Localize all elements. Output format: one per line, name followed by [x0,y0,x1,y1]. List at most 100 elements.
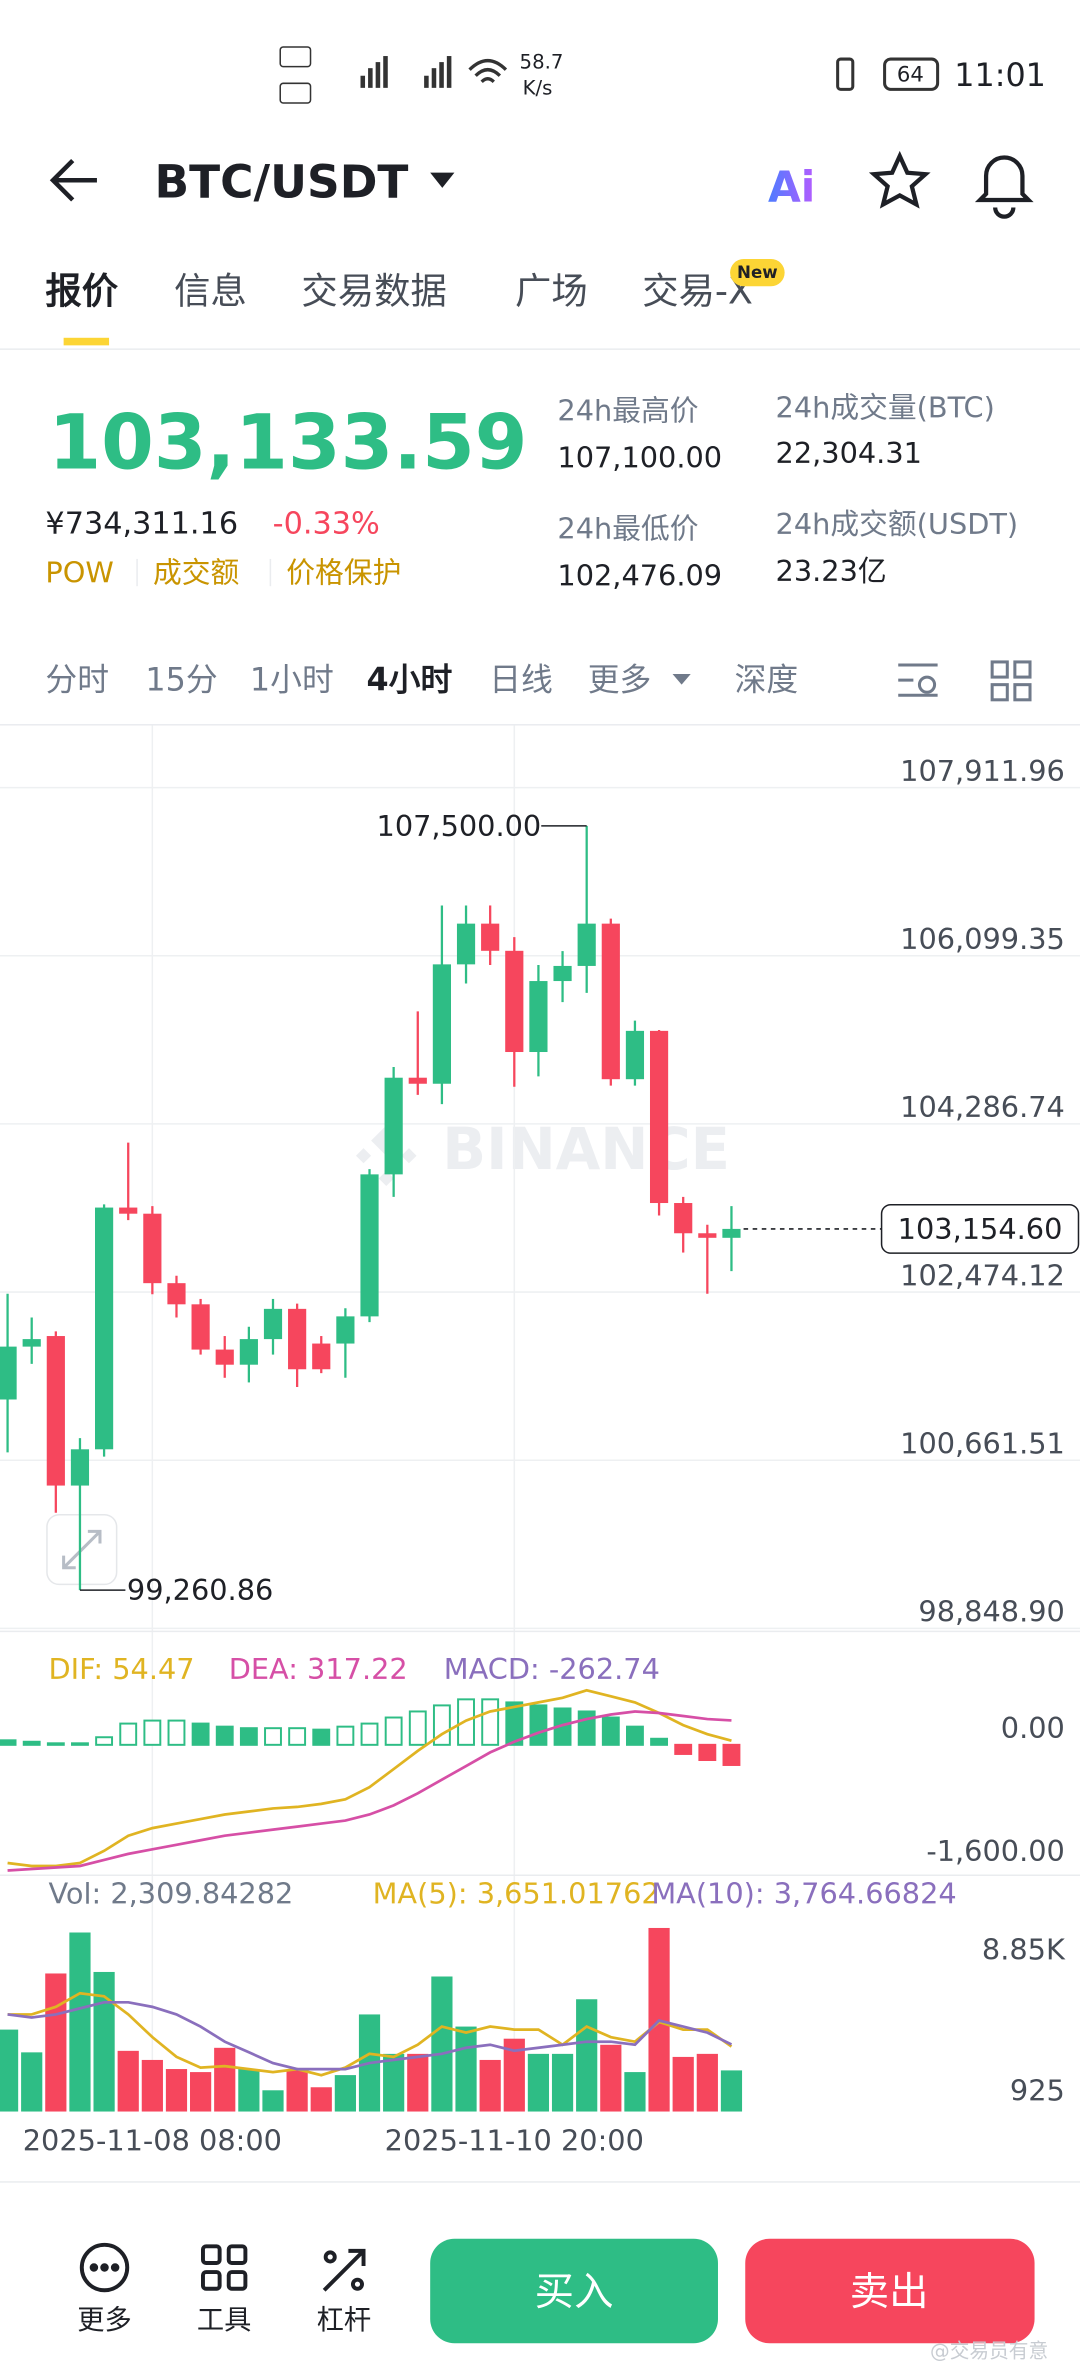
macd-bar [288,1727,307,1746]
y-tick-label: -1,600.00 [926,1834,1064,1868]
divider [0,724,1080,726]
macd-bar [408,1710,427,1746]
action-icons [79,2242,366,2293]
more-dropdown[interactable] [672,674,691,685]
max-label: 107,500.00 [377,809,542,843]
macd-bar [239,1727,258,1746]
candle-body [553,965,572,982]
volume-bar [310,2087,332,2112]
tab[interactable]: 信息 [174,269,247,312]
layout-button[interactable] [990,660,1032,702]
x-tick-label: 2025-11-10 20:00 [385,2123,644,2157]
candle-body [456,923,476,965]
x-tick-label: 2025-11-08 08:00 [23,2123,282,2157]
macd-bar [71,1742,89,1746]
legend-entry: MA(10): 3,764.66824 [651,1876,956,1910]
candle-body [0,1346,17,1400]
tab[interactable]: 交易数据 [301,269,446,312]
y-tick-label: 8.85K [982,1932,1066,1966]
status-icons [279,46,940,104]
charts: 2025-11-08 08:00 2025-11-10 20:00 107,911.… [0,725,1080,2157]
alert-button[interactable] [974,155,1034,219]
candle-body [360,1174,379,1317]
macd-bar [601,1716,620,1746]
volume-bar [93,1971,115,2112]
volume-bar [527,2053,550,2112]
tag[interactable]: 成交额 [153,556,239,590]
macd-bar [191,1722,210,1746]
tag[interactable]: POW [45,556,113,590]
macd-bar [46,1742,65,1746]
candle-body [143,1213,162,1284]
tab[interactable]: 广场 [515,269,588,312]
candle-body [698,1233,717,1238]
indicator-line [7,1991,733,2077]
macd-bar [143,1719,162,1746]
candle-body [625,1030,645,1080]
divider [0,348,1080,350]
candle-body [674,1203,693,1234]
candle-body [649,1030,669,1204]
candle-body [481,923,500,951]
candle-body [288,1308,307,1370]
y-tick-label: 98,848.90 [918,1595,1064,1629]
net-unit: K/s [523,76,553,99]
credit: @交易员有意 [930,2339,1048,2362]
stat-label: 24h成交量(BTC) [776,390,995,424]
volume-bar [45,1973,67,2112]
macd-bar [95,1736,114,1746]
sell-button[interactable] [745,2238,1035,2344]
cny-price: ¥734,311.16 [45,507,238,542]
buy-button[interactable] [430,2238,718,2344]
candle-body [384,1077,403,1175]
volume-bar [190,2072,212,2112]
interval[interactable]: 1小时 [250,662,334,699]
macd-bar [529,1704,548,1746]
candle-body [722,1228,741,1238]
pair-title[interactable]: BTC/USDT [155,155,409,208]
net-speed: 58.7 [520,51,564,74]
macd-bar [22,1740,41,1746]
volume-bar [503,2038,525,2112]
volume-bar [551,2053,574,2112]
stat-label: 24h最高价 [557,393,698,427]
new-badge: New [737,263,778,282]
action-label[interactable]: 更多 [77,2305,132,2336]
last-price-label: 103,154.60 [898,1212,1063,1246]
candle-body [191,1304,210,1350]
volume-bar [455,2026,477,2112]
divider [0,2181,1080,2183]
candle-body [215,1349,234,1365]
action-label[interactable]: 工具 [197,2305,252,2336]
macd-bar [167,1719,186,1746]
tag[interactable]: 价格保护 [286,556,401,590]
volume-bar [214,2047,236,2112]
pair-dropdown[interactable] [430,172,455,188]
interval[interactable]: 15分 [145,662,217,699]
legend-entry: MACD: -262.74 [444,1652,660,1686]
volume-bar [165,2069,188,2112]
sell-label[interactable]: 卖出 [850,2269,929,2315]
back-button[interactable] [49,158,97,202]
chart-settings[interactable] [898,663,938,697]
action-label[interactable]: 杠杆 [317,2305,372,2336]
app-ui: 58.7 K/s 64 11:01 BTC/USDT Ai 报价 信息 交易数据 广场… [0,46,1080,1586]
candle-body [46,1336,65,1486]
interval[interactable]: 分时 [45,662,109,699]
buy-label[interactable]: 买入 [535,2269,614,2315]
macd-bar [650,1737,669,1746]
stat-label: 24h最低价 [557,512,698,546]
y-tick-label: 106,099.35 [900,922,1065,956]
interval[interactable]: 更多 [588,662,652,699]
volume-bar [69,1932,91,2112]
y-tick-label: 104,286.74 [900,1090,1065,1124]
interval[interactable]: 深度 [735,662,799,699]
interval[interactable]: 4小时 [367,662,453,699]
y-tick-label: 925 [1010,2074,1065,2108]
indicator-line [7,1710,732,1872]
favorite-button[interactable] [868,150,931,209]
interval[interactable]: 日线 [489,662,553,699]
ai-button[interactable]: Ai [768,163,815,212]
tab[interactable]: 报价 [45,269,118,312]
macd-bar [577,1710,596,1746]
